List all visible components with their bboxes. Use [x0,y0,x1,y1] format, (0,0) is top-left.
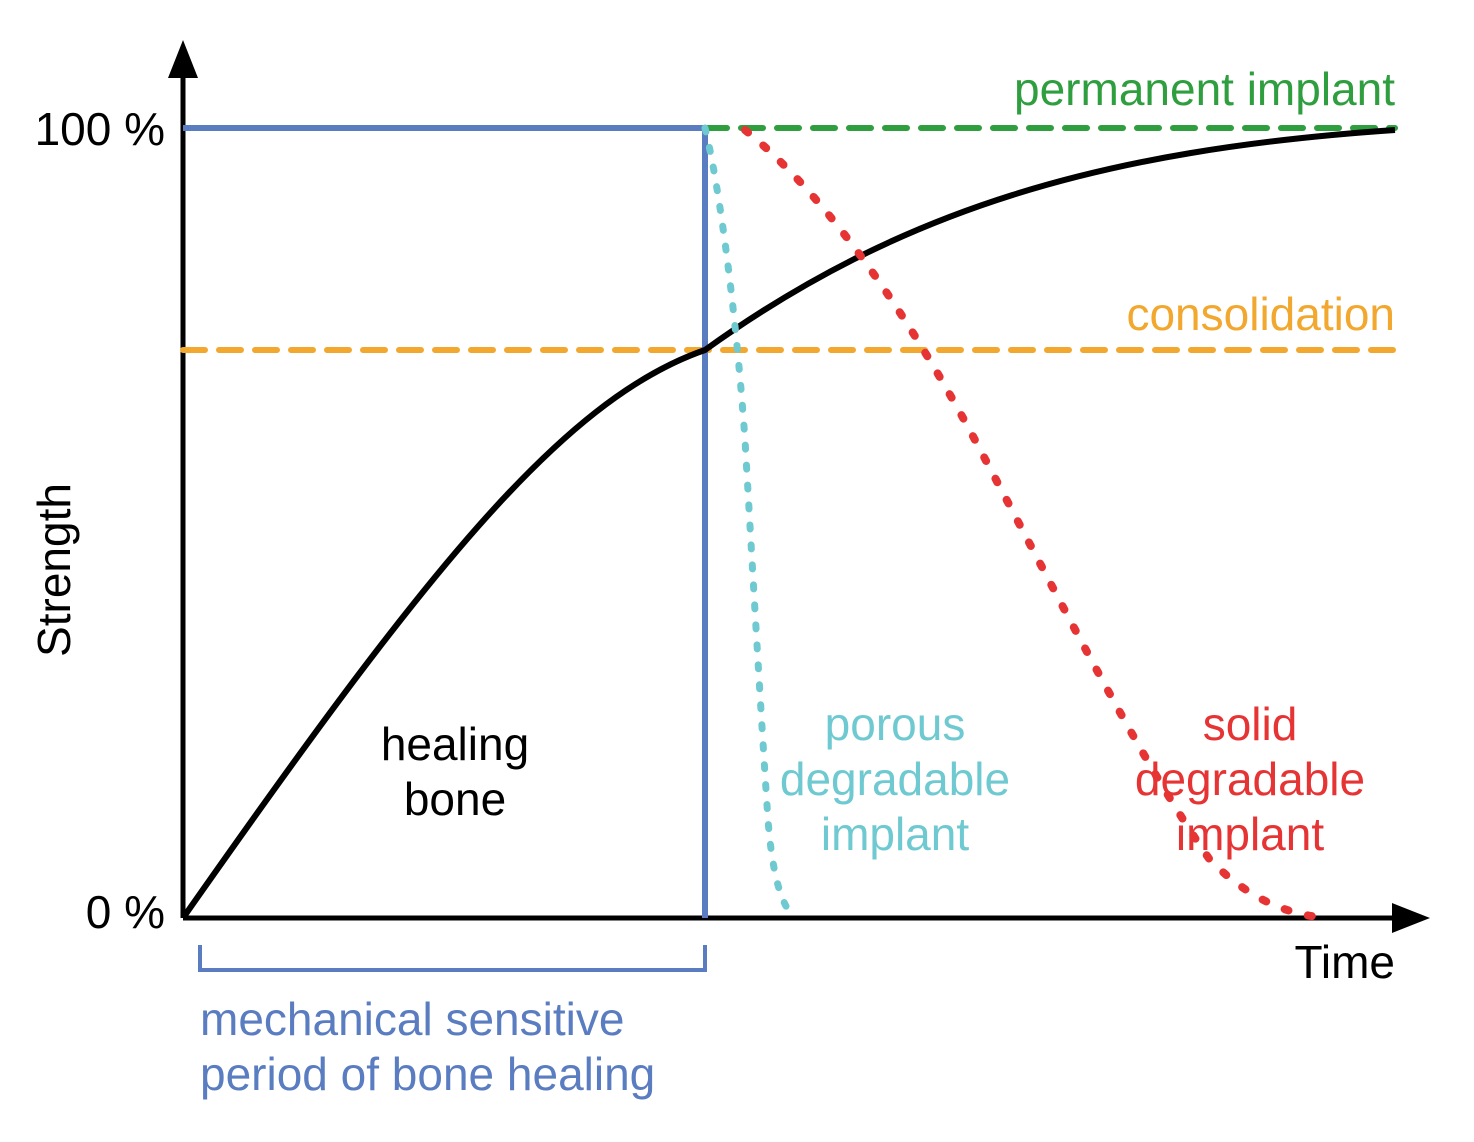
sensitive-period-bracket [200,945,705,970]
y-tick-0: 0 % [86,886,165,938]
x-axis-label: Time [1294,936,1395,988]
strength-time-chart: 100 % 0 % Strength Time permanent implan… [0,0,1474,1142]
y-axis-arrow [168,40,198,78]
solid-implant-label-2: degradable [1135,753,1365,805]
sensitive-period-label-2: period of bone healing [200,1048,655,1100]
consolidation-label: consolidation [1126,288,1395,340]
solid-implant-label-3: implant [1176,808,1325,860]
healing-bone-label-1: healing [381,718,529,770]
y-axis-label: Strength [28,483,80,657]
solid-implant-label-1: solid [1203,698,1298,750]
sensitive-period-label-1: mechanical sensitive [200,993,624,1045]
porous-implant-label-3: implant [821,808,970,860]
permanent-implant-label: permanent implant [1014,63,1395,115]
healing-bone-label-2: bone [404,773,506,825]
porous-implant-label-1: porous [825,698,966,750]
porous-implant-label-2: degradable [780,753,1010,805]
y-tick-100: 100 % [35,103,165,155]
x-axis-arrow [1392,903,1430,933]
